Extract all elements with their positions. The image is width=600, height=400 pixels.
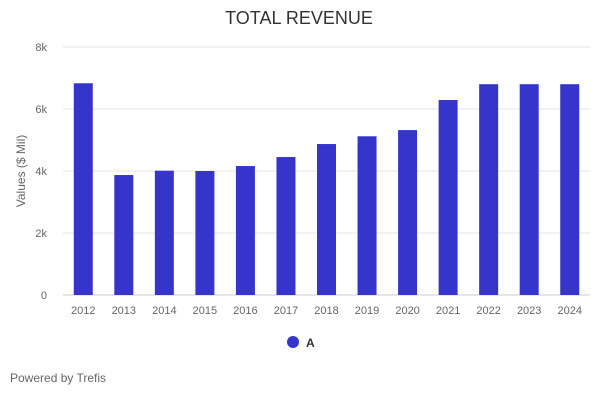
x-tick-label: 2022 (476, 305, 500, 317)
powered-by-footer[interactable]: Powered by Trefis (10, 371, 107, 385)
bar-2017[interactable] (276, 157, 296, 295)
y-tick-label: 4k (35, 166, 47, 178)
x-tick-label: 2016 (233, 305, 257, 317)
y-axis-ticks: 0 2k 4k 6k 8k (35, 42, 47, 302)
x-tick-label: 2024 (557, 305, 581, 317)
x-tick-label: 2012 (71, 305, 95, 317)
bar-2023[interactable] (519, 84, 539, 295)
x-tick-label: 2014 (152, 305, 176, 317)
x-tick-label: 2020 (395, 305, 419, 317)
x-tick-label: 2019 (355, 305, 379, 317)
bar-2024[interactable] (560, 84, 580, 295)
y-tick-label: 2k (35, 228, 47, 240)
x-tick-label: 2015 (193, 305, 217, 317)
x-axis-ticks: 2012 2013 2014 2015 2016 2017 2018 2019 2020 2021… (71, 305, 582, 317)
bar-2021[interactable] (438, 100, 458, 295)
bar-2018[interactable] (317, 144, 336, 295)
bar-2015[interactable] (195, 171, 215, 295)
chart-title: TOTAL REVENUE (225, 8, 373, 28)
x-tick-label: 2023 (517, 305, 541, 317)
y-tick-label: 8k (35, 42, 47, 54)
x-tick-label: 2013 (112, 305, 136, 317)
bar-2013[interactable] (114, 175, 134, 295)
bar-2019[interactable] (357, 136, 377, 295)
legend-label[interactable]: A (306, 336, 315, 350)
bar-2016[interactable] (235, 166, 255, 295)
bar-2022[interactable] (479, 84, 499, 295)
bar-2014[interactable] (154, 170, 174, 295)
x-tick-label: 2017 (274, 305, 298, 317)
y-tick-label: 6k (35, 104, 47, 116)
bar-2012[interactable] (73, 83, 93, 296)
y-tick-label: 0 (41, 290, 47, 302)
y-axis-label: Values ($ Mil) (14, 135, 28, 207)
x-tick-label: 2021 (436, 305, 460, 317)
x-tick-label: 2018 (314, 305, 338, 317)
bar-2020[interactable] (398, 130, 418, 295)
legend[interactable]: A (287, 336, 315, 350)
legend-marker-icon[interactable] (287, 336, 299, 348)
bar-series (73, 83, 580, 296)
